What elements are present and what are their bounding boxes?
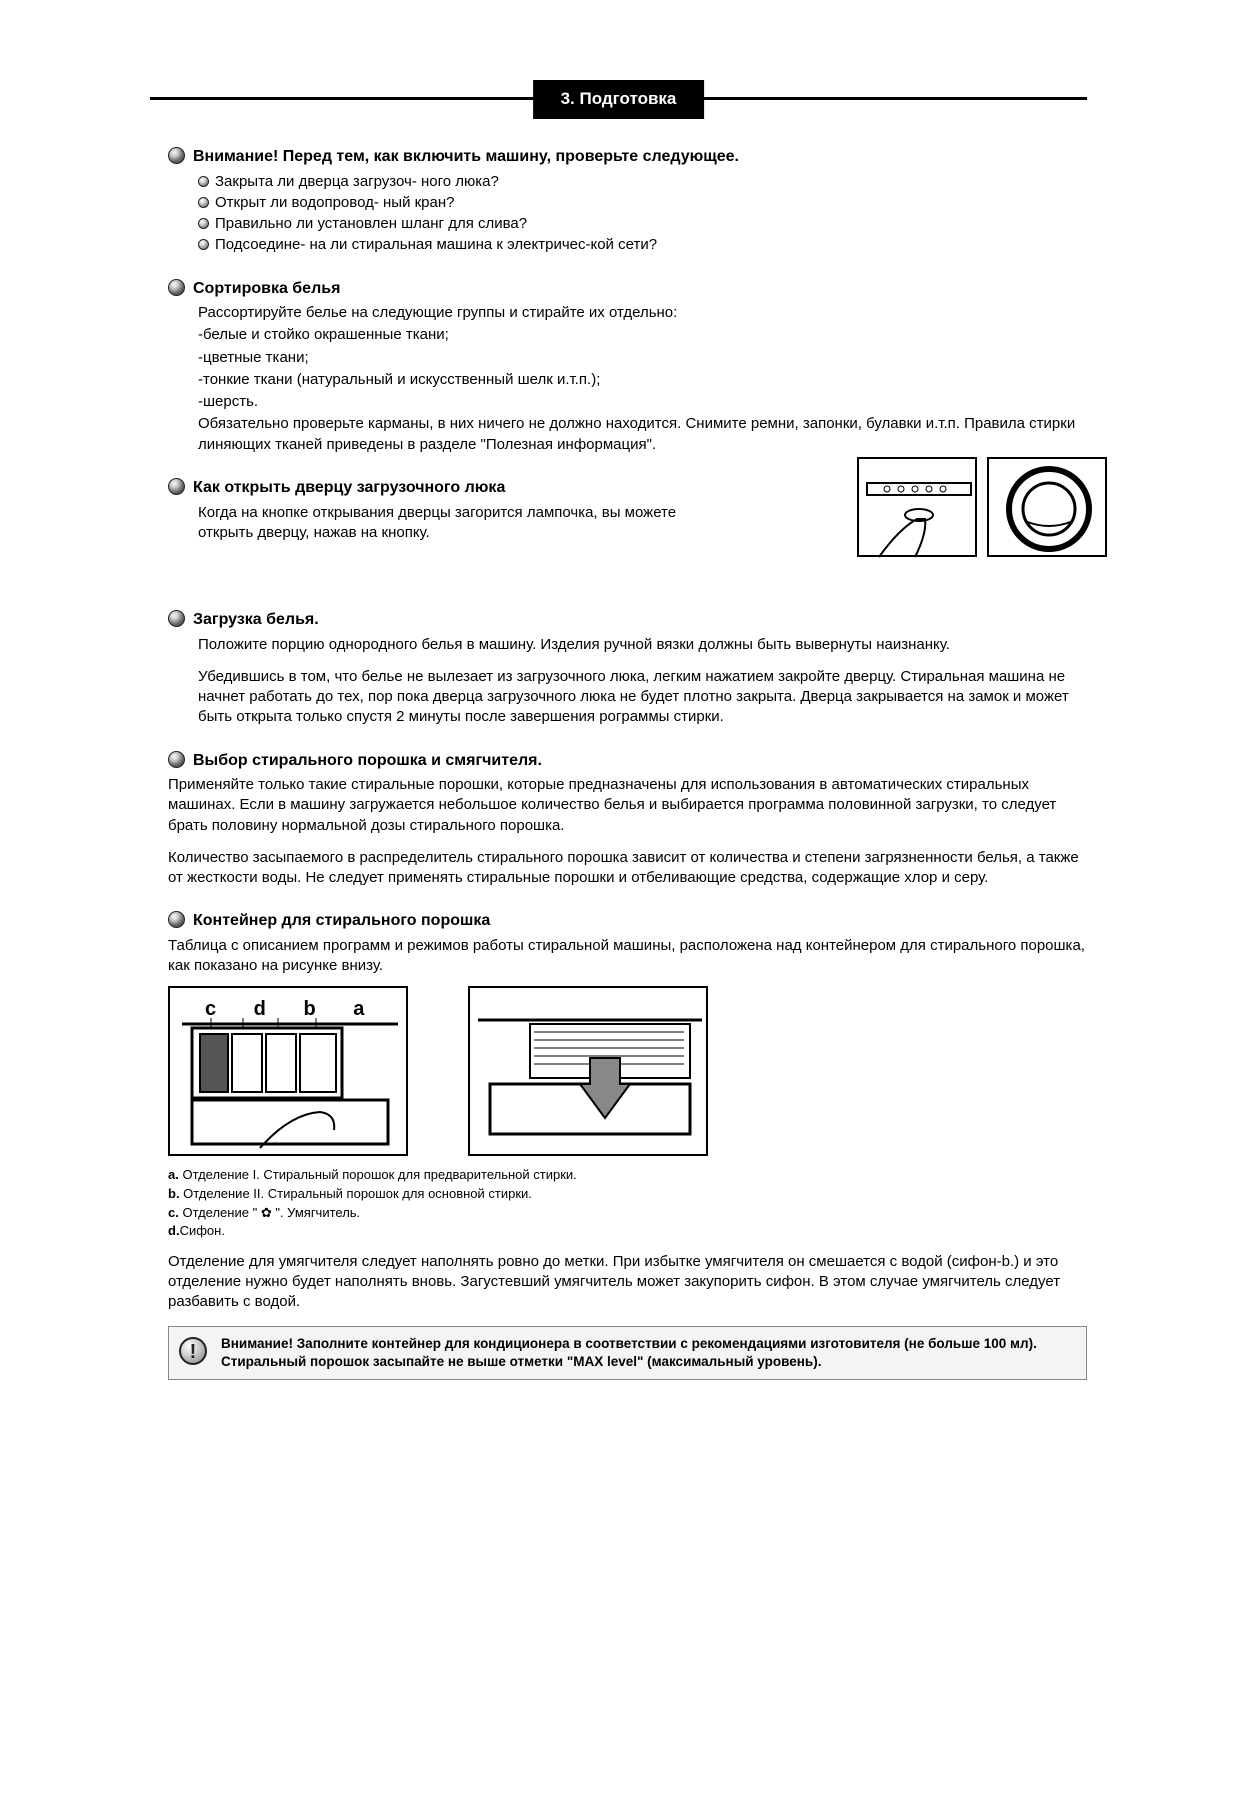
- section-title: Контейнер для стирального порошка: [168, 910, 1087, 932]
- checklist: Закрыта ли дверца загрузоч- ного люка? О…: [198, 172, 1087, 256]
- item-text: Подсоедине- на ли стиральная машина к эл…: [215, 236, 657, 253]
- mini-bullet-icon: [198, 197, 209, 208]
- list-item: Правильно ли установлен шланг для слива?: [198, 214, 1087, 234]
- chapter-badge: 3. Подготовка: [533, 80, 705, 119]
- paragraph: Положите порцию однородного белья в маши…: [198, 635, 1087, 655]
- list-item: Открыт ли водопровод- ный кран?: [198, 193, 1087, 213]
- item-text: Открыт ли водопровод- ный кран?: [215, 194, 455, 211]
- item-text: Правильно ли установлен шланг для слива?: [215, 215, 527, 232]
- body-text: Рассортируйте белье на следующие группы …: [198, 303, 1087, 455]
- mini-bullet-icon: [198, 218, 209, 229]
- title-text: Загрузка белья.: [193, 611, 319, 628]
- section-title: Как открыть дверцу загрузочного люка: [168, 477, 693, 499]
- bullet-icon: [168, 279, 185, 296]
- chapter-header: 3. Подготовка: [150, 80, 1087, 116]
- section-attention-checks: Внимание! Перед тем, как включить машину…: [150, 146, 1087, 256]
- sort-line: -тонкие ткани (натуральный и искусственн…: [198, 370, 1087, 390]
- section-title: Выбор стирального порошка и смягчителя.: [168, 750, 1087, 772]
- figure-door-button: [857, 457, 977, 557]
- section-loading: Загрузка белья. Положите порцию однородн…: [150, 609, 1087, 728]
- section-title: Сортировка белья: [168, 278, 1087, 300]
- legend-item-d: d.Сифон.: [168, 1222, 1087, 1240]
- body-text: Отделение для умягчителя следует наполня…: [168, 1252, 1087, 1313]
- sort-line: -белые и стойко окрашенные ткани;: [198, 325, 1087, 345]
- figure-door-porthole: [987, 457, 1107, 557]
- section-title: Внимание! Перед тем, как включить машину…: [168, 146, 1087, 168]
- title-text: Выбор стирального порошка и смягчителя.: [193, 752, 542, 769]
- mini-bullet-icon: [198, 176, 209, 187]
- figure-drawer-labeled: c d b a: [168, 986, 408, 1156]
- item-text: Закрыта ли дверца загрузоч- ного люка?: [215, 173, 499, 190]
- compartment-legend: a. Отделение I. Стиральный порошок для п…: [168, 1166, 1087, 1239]
- title-text: Контейнер для стирального порошка: [193, 912, 490, 929]
- warning-panel: Внимание! Заполните контейнер для кондиц…: [168, 1326, 1087, 1379]
- paragraph: Отделение для умягчителя следует наполня…: [168, 1252, 1087, 1313]
- bullet-icon: [168, 610, 185, 627]
- note-text: Обязательно проверьте карманы, в них нич…: [198, 414, 1087, 455]
- legend-item-c: c. Отделение " ✿ ". Умягчитель.: [168, 1204, 1087, 1222]
- bullet-icon: [168, 478, 185, 495]
- legend-item-a: a. Отделение I. Стиральный порошок для п…: [168, 1166, 1087, 1184]
- section-sorting: Сортировка белья Рассортируйте белье на …: [150, 278, 1087, 455]
- title-text: Как открыть дверцу загрузочного люка: [193, 479, 505, 496]
- warning-icon: [179, 1337, 207, 1365]
- figure-drawer-arrow: [468, 986, 708, 1156]
- body-text: Когда на кнопке открывания дверцы загори…: [198, 503, 693, 544]
- paragraph: Количество засыпаемого в распределитель …: [168, 848, 1087, 889]
- paragraph: Таблица с описанием программ и режимов р…: [168, 936, 1087, 977]
- list-item: Закрыта ли дверца загрузоч- ного люка?: [198, 172, 1087, 192]
- title-text: Внимание! Перед тем, как включить машину…: [193, 148, 739, 165]
- warning-text: Внимание! Заполните контейнер для кондиц…: [221, 1335, 1074, 1370]
- body-text: Таблица с описанием программ и режимов р…: [168, 936, 1087, 977]
- legend-item-b: b. Отделение II. Стиральный порошок для …: [168, 1185, 1087, 1203]
- intro-line: Рассортируйте белье на следующие группы …: [198, 303, 1087, 323]
- door-figures: [857, 457, 1107, 557]
- section-title: Загрузка белья.: [168, 609, 1087, 631]
- list-item: Подсоедине- на ли стиральная машина к эл…: [198, 235, 1087, 255]
- body-text: Положите порцию однородного белья в маши…: [198, 635, 1087, 728]
- bullet-icon: [168, 751, 185, 768]
- bullet-icon: [168, 911, 185, 928]
- paragraph: Убедившись в том, что белье не вылезает …: [198, 667, 1087, 728]
- body-text: Применяйте только такие стиральные порош…: [168, 775, 1087, 888]
- section-detergent-choice: Выбор стирального порошка и смягчителя. …: [150, 750, 1087, 889]
- sort-line: -цветные ткани;: [198, 348, 1087, 368]
- compartment-letters: c d b a: [205, 996, 380, 1023]
- bullet-icon: [168, 147, 185, 164]
- section-detergent-container: Контейнер для стирального порошка Таблиц…: [150, 910, 1087, 1379]
- container-figures: c d b a: [168, 986, 1087, 1156]
- paragraph: Применяйте только такие стиральные порош…: [168, 775, 1087, 836]
- mini-bullet-icon: [198, 239, 209, 250]
- section-open-door: Как открыть дверцу загрузочного люка Ког…: [150, 477, 1087, 587]
- title-text: Сортировка белья: [193, 280, 340, 297]
- sort-line: -шерсть.: [198, 392, 1087, 412]
